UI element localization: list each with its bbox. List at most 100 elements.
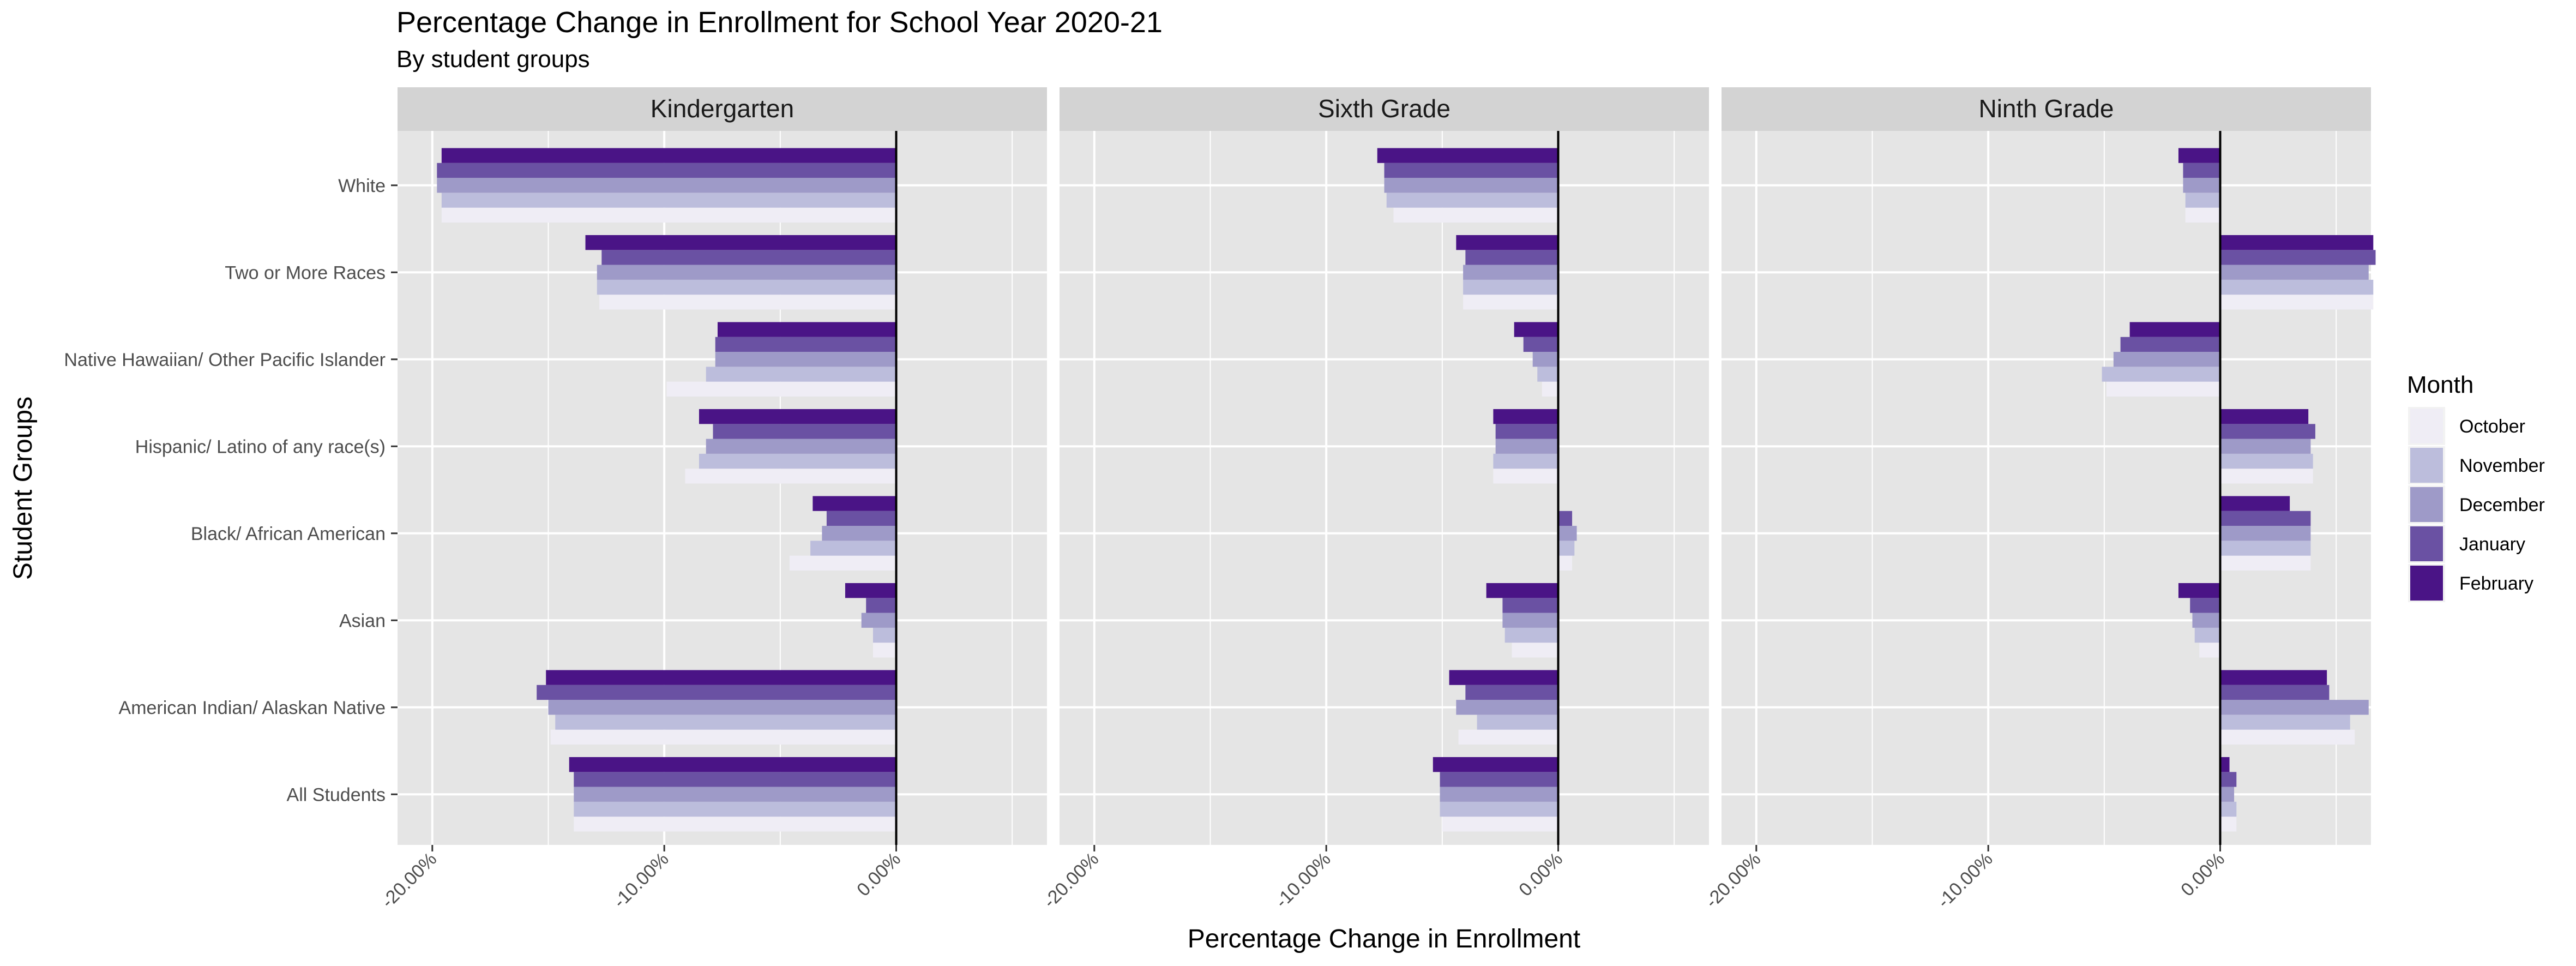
bar: [574, 787, 896, 802]
bar: [699, 453, 896, 469]
bar: [1440, 787, 1558, 802]
bar: [599, 295, 896, 310]
x-tick-label: -20.00%: [377, 849, 441, 912]
bar: [2220, 496, 2290, 511]
bar: [1433, 757, 1558, 772]
legend-label: January: [2459, 534, 2525, 555]
x-tick-label: 0.00%: [853, 849, 905, 901]
x-tick-label: -10.00%: [1933, 849, 1996, 912]
bar: [826, 511, 896, 526]
bar: [1442, 817, 1558, 832]
bar: [2183, 163, 2220, 178]
bar: [2220, 715, 2350, 730]
bar: [2220, 295, 2374, 310]
bar: [706, 367, 896, 382]
bar: [2220, 265, 2369, 280]
y-tick-label: All Students: [287, 784, 386, 805]
bar: [537, 685, 896, 700]
bar: [1440, 772, 1558, 787]
bar: [2220, 787, 2235, 802]
bar: [1486, 583, 1558, 598]
bar: [2120, 337, 2220, 352]
y-tick-label: Asian: [339, 610, 386, 631]
facet-strip-0: [398, 87, 1047, 131]
y-tick-label: White: [338, 176, 386, 196]
bar: [2178, 583, 2220, 598]
legend-label: November: [2459, 455, 2545, 476]
bar: [2220, 409, 2309, 424]
legend-label: October: [2459, 416, 2525, 437]
bar: [715, 352, 896, 367]
bar: [810, 541, 896, 556]
bar: [866, 598, 896, 613]
legend-swatch: [2410, 566, 2443, 601]
legend-title: Month: [2407, 371, 2473, 398]
bar: [597, 279, 896, 295]
bar: [555, 715, 896, 730]
bar: [441, 207, 896, 223]
x-tick-label: -20.00%: [1039, 849, 1103, 912]
facet-strip-2: [1722, 87, 2371, 131]
facet-strip-label: Ninth Grade: [1978, 94, 2114, 123]
bar: [597, 265, 896, 280]
bar: [845, 583, 896, 598]
facet-strip-label: Sixth Grade: [1318, 94, 1450, 123]
bar: [2220, 424, 2315, 439]
bar: [574, 817, 896, 832]
bar: [715, 337, 896, 352]
legend-swatch: [2410, 526, 2443, 561]
bar: [1558, 541, 1575, 556]
bar: [2192, 613, 2220, 628]
y-tick-label: Two or More Races: [225, 262, 386, 283]
bar: [872, 643, 896, 658]
bar: [1512, 643, 1558, 658]
bar: [437, 178, 896, 193]
bar: [2220, 801, 2237, 817]
bar: [2220, 541, 2311, 556]
bar: [1458, 729, 1558, 745]
chart-title: Percentage Change in Enrollment for Scho…: [396, 6, 1163, 39]
bar: [2220, 700, 2369, 715]
bar: [550, 729, 896, 745]
bar: [1502, 613, 1558, 628]
x-tick-label: 0.00%: [2177, 849, 2229, 901]
bar: [2220, 526, 2311, 541]
bar: [437, 163, 896, 178]
bar: [1558, 555, 1573, 571]
bar: [546, 670, 896, 685]
bar: [685, 469, 896, 484]
bar: [2220, 250, 2376, 265]
bar: [2194, 627, 2220, 643]
bar: [585, 235, 896, 250]
legend-label: February: [2459, 573, 2533, 594]
bar: [1537, 367, 1558, 382]
bar: [2190, 598, 2220, 613]
x-tick-label: -10.00%: [1271, 849, 1334, 912]
bar: [1558, 526, 1577, 541]
bar: [1440, 801, 1558, 817]
bar: [2220, 772, 2237, 787]
bar: [1495, 439, 1558, 454]
bar: [1523, 337, 1558, 352]
bar: [1465, 250, 1558, 265]
bar: [1393, 207, 1558, 223]
bar: [2220, 511, 2311, 526]
y-tick-label: American Indian/ Alaskan Native: [119, 698, 386, 718]
bar: [2220, 453, 2313, 469]
bar: [822, 526, 896, 541]
bar: [1514, 322, 1558, 337]
legend-swatch: [2410, 448, 2443, 483]
bar: [2185, 193, 2220, 208]
bar: [574, 801, 896, 817]
bar: [601, 250, 896, 265]
x-axis-title: Percentage Change in Enrollment: [1188, 925, 1580, 953]
bar: [2106, 381, 2220, 397]
x-tick-label: -10.00%: [609, 849, 672, 912]
bar: [1542, 381, 1558, 397]
bar: [2220, 235, 2374, 250]
bar: [2178, 148, 2220, 163]
bar: [441, 148, 896, 163]
bar: [2183, 178, 2220, 193]
